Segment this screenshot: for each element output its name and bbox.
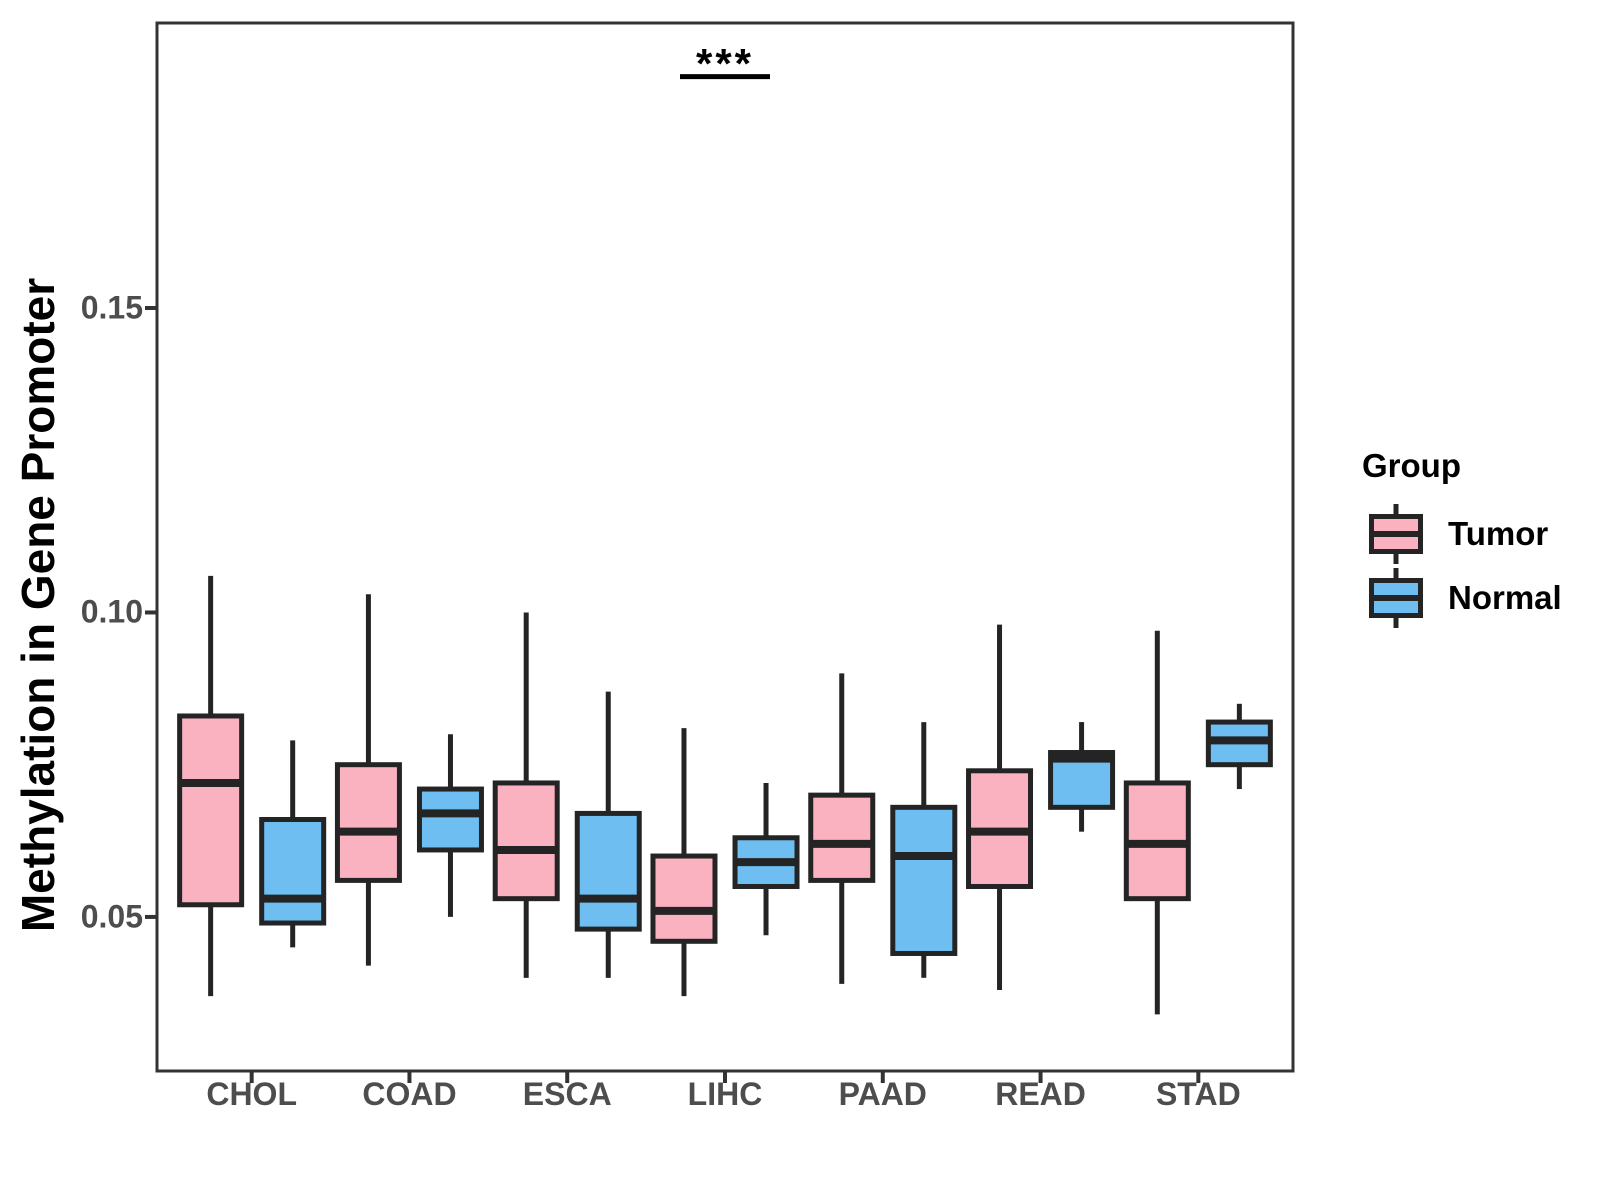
legend-item-tumor: Tumor [1340,504,1562,564]
x-tick-label-STAD: STAD [1155,1076,1241,1112]
x-tick-label-READ: READ [995,1076,1086,1112]
legend-item-normal: Normal [1340,568,1562,628]
significance-stars: *** [695,39,755,87]
y-tick-label-0.05: 0.05 [80,898,143,935]
y-tick-label-0.15: 0.15 [80,289,143,326]
box-COAD-Normal [416,786,484,853]
panel-border [155,21,1295,1073]
box-ESCA-Tumor [492,780,560,902]
x-tick-label-LIHC: LIHC [687,1076,763,1112]
box-PAAD-Tumor [808,792,876,883]
legend-items: Tumor Normal [1340,504,1562,628]
legend-swatch-normal-icon [1369,568,1423,628]
legend-label: Tumor [1448,515,1549,552]
box-LIHC-Tumor [650,853,718,944]
box-COAD-Tumor [334,762,402,883]
x-tick-label-COAD: COAD [362,1076,457,1112]
legend: Group Tumor Normal [1340,444,1562,628]
box-CHOL-Tumor [177,713,245,908]
box-PAAD-Normal [890,804,958,956]
x-tick-label-CHOL: CHOL [206,1076,297,1112]
x-tick-label-PAAD: PAAD [838,1076,927,1112]
x-tick-label-ESCA: ESCA [522,1076,612,1112]
legend-label: Normal [1448,579,1562,616]
box-ESCA-Normal [574,810,642,932]
y-axis-title: Methylation in Gene Promoter [12,277,64,933]
box-CHOL-Normal [259,817,327,926]
legend-swatch-tumor-icon [1369,504,1423,564]
legend-title: Group [1362,447,1461,484]
y-tick-label-0.10: 0.10 [80,593,143,630]
